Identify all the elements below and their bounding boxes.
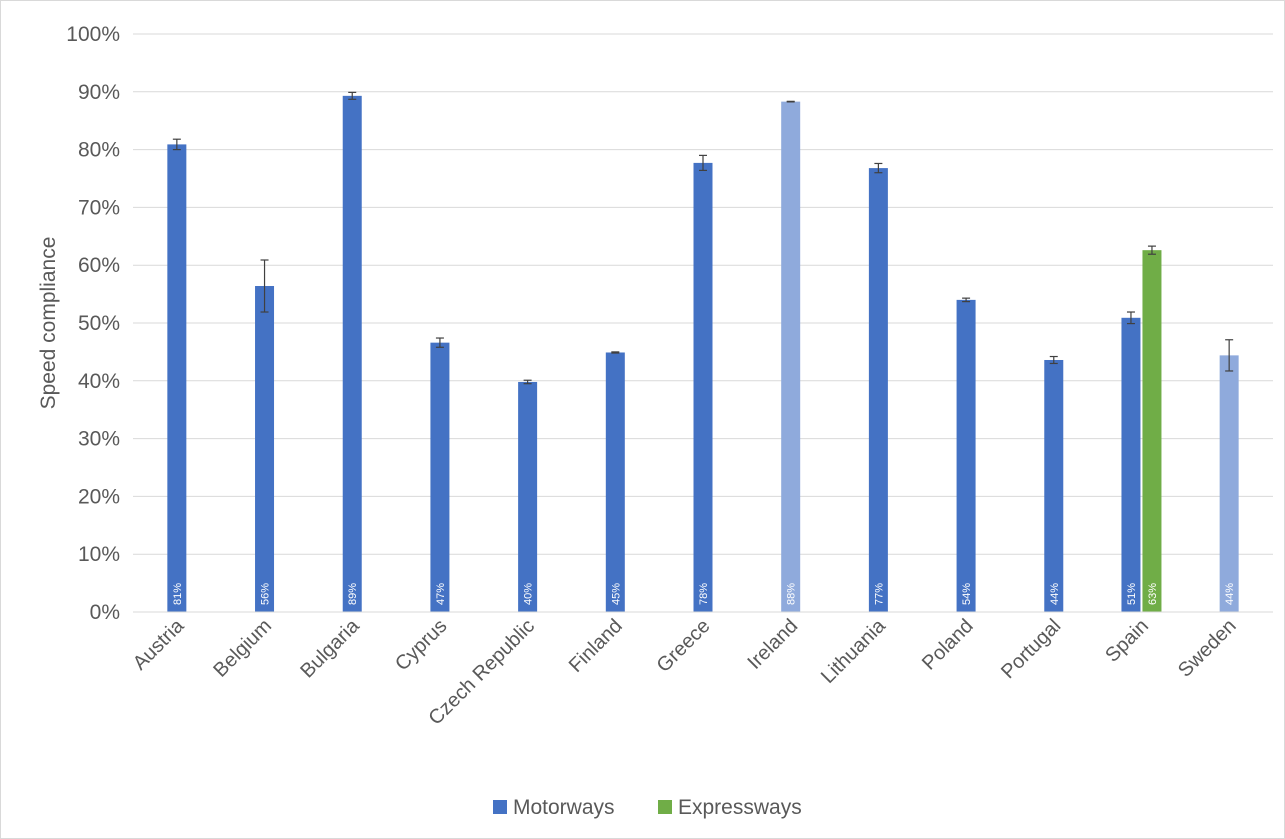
error-bar: [1225, 339, 1234, 372]
y-tick-label: 60%: [78, 254, 120, 277]
error-bar: [1126, 311, 1135, 325]
bar-motorways-austria: [167, 144, 187, 612]
data-label: 89%: [347, 583, 359, 605]
y-tick-label: 100%: [66, 23, 120, 46]
bars: [167, 95, 1239, 613]
bar-motorways-spain: [1121, 317, 1141, 612]
y-tick-label: 10%: [78, 543, 120, 566]
error-bar: [348, 91, 357, 100]
x-tick-label: Cyprus: [391, 615, 451, 675]
y-axis-tick-labels: 0% 10% 20% 30% 40% 50% 60% 70% 80% 90% 100%: [66, 23, 120, 624]
x-tick-label: Austria: [129, 614, 189, 674]
y-tick-label: 80%: [78, 139, 120, 162]
x-tick-label: Bulgaria: [296, 614, 364, 682]
y-tick-label: 70%: [78, 196, 120, 219]
x-tick-label: Ireland: [743, 615, 802, 674]
bar-motorways-finland: [605, 352, 625, 612]
data-label: 51%: [1126, 583, 1138, 605]
legend-label-expressways: Expressways: [678, 796, 802, 819]
bar-motorways-lithuania: [868, 168, 888, 612]
data-label: 47%: [435, 583, 447, 605]
data-label: 81%: [172, 583, 184, 605]
data-label: 77%: [873, 583, 885, 605]
error-bar: [874, 162, 883, 174]
legend-swatch-expressways: [658, 800, 672, 814]
bar-motorways-belgium: [255, 286, 275, 612]
x-tick-label: Greece: [653, 615, 715, 677]
data-label: 45%: [610, 583, 622, 605]
bar-motorways-cyprus: [430, 342, 450, 612]
bar-motorways-portugal: [1044, 359, 1064, 612]
x-tick-label: Poland: [918, 615, 978, 675]
error-bar: [260, 259, 269, 313]
y-tick-label: 90%: [78, 81, 120, 104]
data-label: 56%: [260, 583, 272, 605]
y-tick-label: 40%: [78, 370, 120, 393]
data-label: 54%: [961, 583, 973, 605]
error-bars: [172, 91, 1234, 385]
data-label: 44%: [1224, 583, 1236, 605]
data-label: 44%: [1049, 583, 1061, 605]
bar-motorways-czech-republic: [518, 381, 538, 612]
x-tick-label: Spain: [1101, 615, 1153, 667]
x-tick-label: Lithuania: [817, 614, 891, 688]
data-label: 40%: [523, 583, 535, 605]
error-bar: [1049, 355, 1058, 365]
error-bar: [611, 351, 620, 354]
legend-label-motorways: Motorways: [513, 796, 615, 819]
error-bar: [699, 154, 707, 172]
data-label: 63%: [1147, 583, 1159, 605]
x-tick-label: Belgium: [209, 615, 276, 682]
x-tick-label: Portugal: [997, 615, 1065, 683]
legend: Motorways Expressways: [493, 796, 802, 819]
bar-motorways-sweden: [1219, 355, 1239, 612]
y-tick-label: 20%: [78, 485, 120, 508]
error-bar: [435, 337, 444, 348]
data-labels: 81% 56% 89% 47% 40% 45% 78% 88% 77% 54% 44% 51% 63% 4…: [172, 583, 1236, 605]
y-tick-label: 50%: [78, 312, 120, 335]
data-label: 88%: [786, 583, 798, 605]
bar-motorways-bulgaria: [342, 95, 362, 612]
error-bar: [172, 138, 181, 151]
error-bar: [1147, 245, 1156, 255]
legend-swatch-motorways: [493, 800, 507, 814]
y-axis-title: Speed compliance: [37, 237, 60, 410]
y-tick-label: 30%: [78, 428, 120, 451]
x-tick-label: Sweden: [1174, 615, 1241, 682]
bar-motorways-greece: [693, 162, 713, 613]
error-bar: [962, 297, 971, 303]
bar-expressways-spain: [1142, 250, 1162, 612]
bar-motorways-ireland: [781, 101, 801, 612]
bar-motorways-poland: [956, 299, 976, 612]
data-label: 78%: [698, 583, 710, 605]
error-bar: [786, 100, 795, 103]
y-tick-label: 0%: [90, 601, 120, 624]
x-tick-label: Finland: [565, 615, 627, 677]
error-bar: [523, 379, 532, 385]
